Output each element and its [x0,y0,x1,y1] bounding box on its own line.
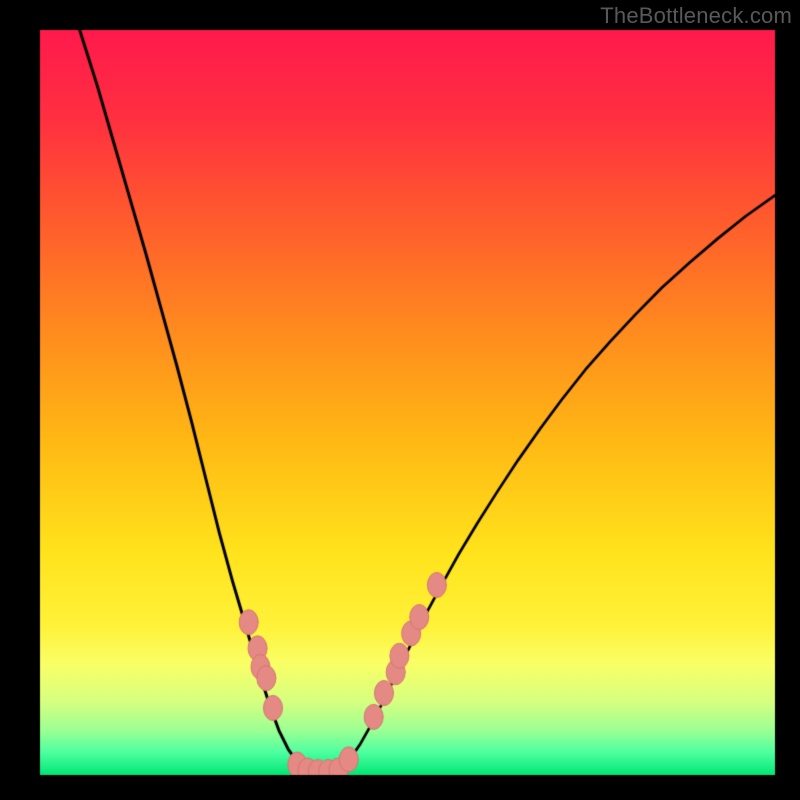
stage: TheBottleneck.com [0,0,800,800]
bottleneck-chart [0,0,800,800]
watermark-text: TheBottleneck.com [600,3,792,29]
